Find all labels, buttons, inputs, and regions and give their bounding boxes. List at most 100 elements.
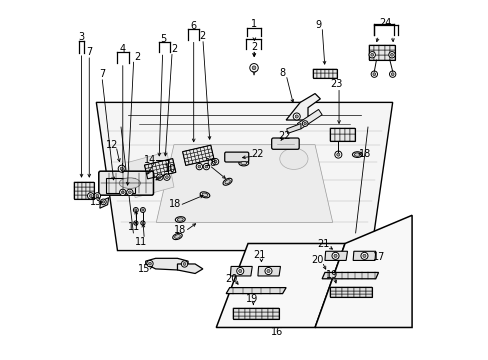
Bar [333, 73, 337, 78]
Text: 11: 11 [135, 237, 147, 247]
Bar [379, 45, 384, 50]
Circle shape [334, 151, 341, 158]
Bar [127, 182, 131, 186]
Bar [86, 187, 90, 191]
Bar [366, 294, 371, 297]
Bar [313, 73, 317, 78]
Bar [384, 50, 389, 55]
Circle shape [266, 269, 269, 273]
Circle shape [295, 115, 298, 118]
Polygon shape [96, 102, 392, 251]
Bar [196, 148, 201, 152]
Bar [184, 158, 188, 162]
Bar [366, 287, 371, 291]
Bar [328, 68, 333, 73]
Text: 21: 21 [317, 239, 329, 249]
Bar [339, 135, 345, 141]
Circle shape [135, 209, 137, 211]
Bar [90, 195, 94, 199]
Bar [334, 128, 339, 135]
Bar [373, 45, 379, 50]
Bar [160, 168, 164, 172]
Text: 5: 5 [160, 34, 166, 44]
Circle shape [146, 260, 153, 267]
Circle shape [370, 71, 377, 77]
Circle shape [370, 53, 373, 56]
Text: 1: 1 [251, 19, 257, 29]
Circle shape [96, 194, 99, 197]
Bar [190, 153, 194, 157]
Bar [267, 308, 273, 312]
Bar [317, 73, 321, 78]
Bar [148, 167, 153, 171]
Bar [368, 45, 394, 60]
Circle shape [102, 201, 104, 203]
Circle shape [126, 189, 133, 195]
Bar [250, 312, 256, 316]
Bar [157, 172, 162, 176]
Text: 14: 14 [143, 154, 156, 165]
Bar [389, 45, 394, 50]
Bar [113, 178, 117, 182]
Bar [373, 50, 379, 55]
Bar [82, 187, 86, 191]
Bar [341, 291, 347, 294]
Ellipse shape [119, 178, 140, 189]
Bar [256, 316, 262, 319]
Bar [131, 189, 135, 193]
Circle shape [368, 51, 375, 58]
Bar [74, 195, 78, 199]
Bar [207, 145, 211, 149]
Bar [359, 294, 366, 297]
Ellipse shape [200, 192, 209, 198]
Bar [86, 195, 90, 199]
Circle shape [183, 262, 185, 265]
Bar [359, 287, 366, 291]
Bar [341, 294, 347, 297]
Bar [82, 195, 86, 199]
Bar [200, 147, 204, 151]
Bar [194, 152, 198, 156]
Bar [74, 187, 78, 191]
Circle shape [120, 189, 126, 195]
Bar [146, 171, 150, 175]
Bar [189, 149, 194, 153]
Bar [120, 186, 123, 189]
Ellipse shape [174, 235, 180, 238]
Bar [244, 312, 250, 316]
Bar [159, 165, 163, 169]
Bar [123, 182, 127, 186]
Bar [321, 73, 325, 78]
Bar [146, 175, 151, 179]
Bar [379, 55, 384, 60]
Bar [207, 149, 212, 153]
Bar [250, 308, 256, 312]
Bar [182, 151, 186, 155]
Bar [120, 189, 123, 193]
Bar [150, 174, 154, 178]
Polygon shape [297, 109, 322, 129]
Bar [262, 312, 267, 316]
Bar [90, 183, 94, 187]
Bar [123, 178, 127, 182]
Bar [329, 128, 334, 135]
Bar [204, 149, 208, 154]
Bar [117, 178, 120, 182]
Bar [168, 170, 172, 174]
Circle shape [203, 163, 209, 170]
Bar [78, 195, 82, 199]
Circle shape [196, 163, 202, 170]
Bar [329, 135, 334, 141]
Bar [166, 163, 170, 167]
Bar [186, 150, 190, 154]
Bar [170, 162, 174, 166]
Polygon shape [216, 243, 345, 328]
Ellipse shape [240, 161, 246, 165]
Bar [156, 169, 161, 173]
Circle shape [135, 222, 137, 224]
Bar [389, 55, 394, 60]
Bar [209, 156, 214, 160]
Circle shape [238, 269, 242, 273]
Text: 21: 21 [253, 250, 265, 260]
Bar [162, 160, 166, 165]
